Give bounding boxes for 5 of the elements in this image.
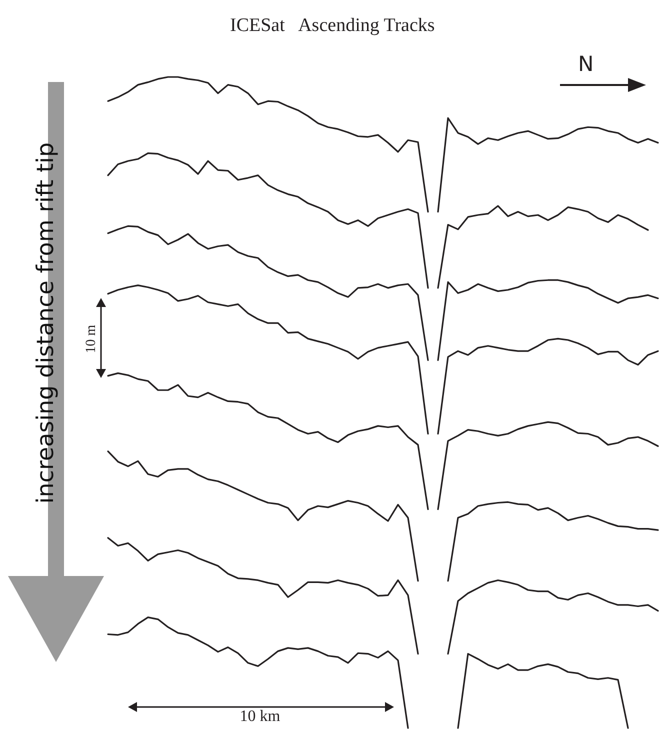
text: N: [578, 52, 594, 76]
text: 10 m: [84, 324, 100, 356]
text: increasing distance from rift tip: [33, 141, 59, 506]
annotation: 10 km: [238, 708, 282, 726]
chart-title: ICESat Ascending Tracks: [230, 15, 435, 37]
